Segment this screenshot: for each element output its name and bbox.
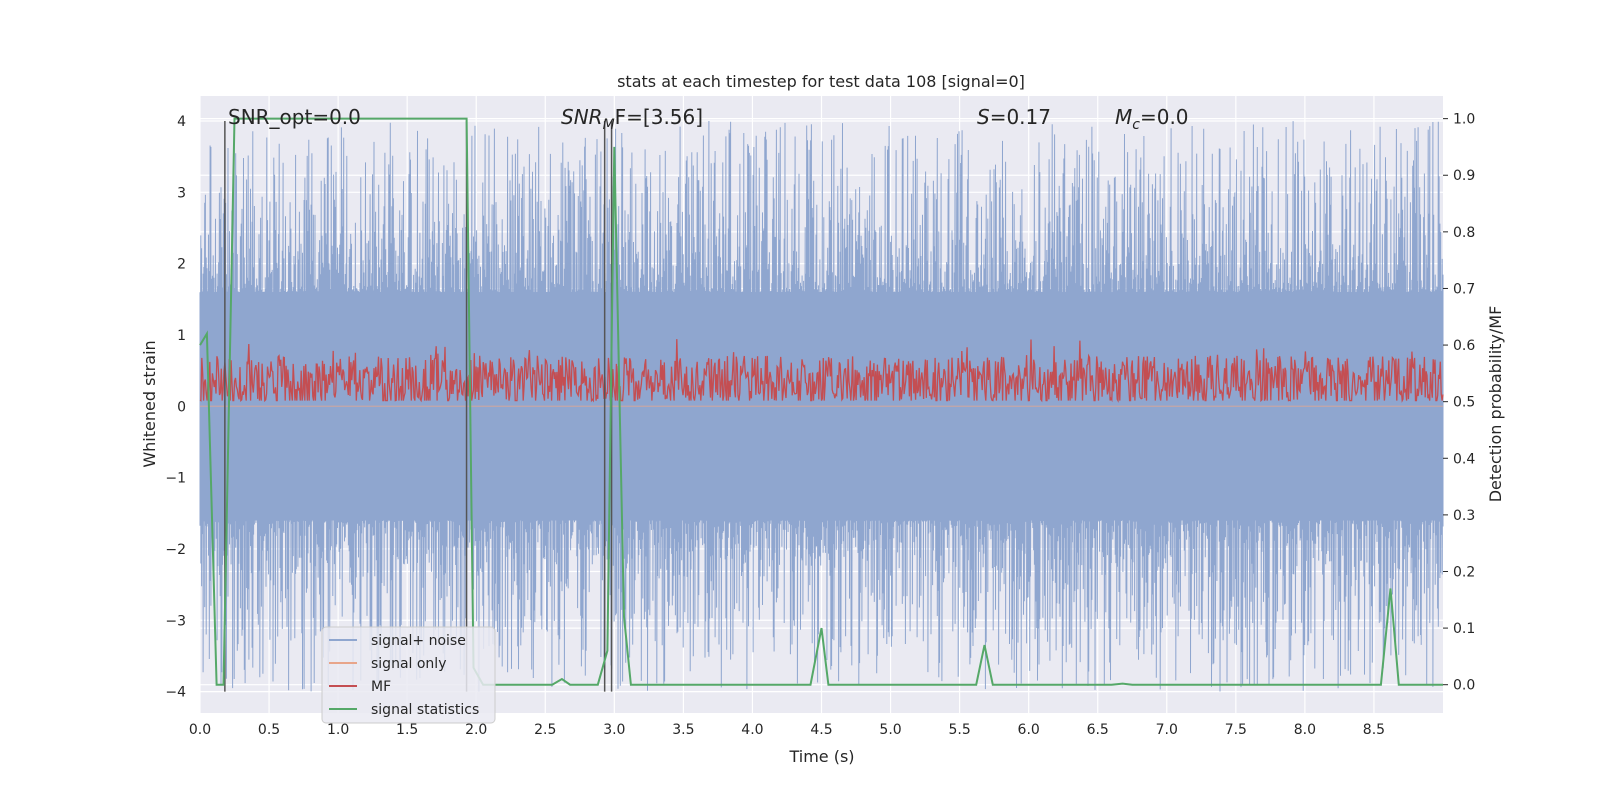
annotation-mc: Mc=0.0 — [1115, 105, 1189, 133]
y-left-tick-label: −1 — [165, 471, 186, 487]
y-right-axis-label: Detection probability/MF — [1486, 306, 1505, 503]
annotation-s: S=0.17 — [977, 105, 1051, 129]
annotation-snr-opt: SNR_opt=0.0 — [228, 105, 361, 129]
y-right-tick-label: 0.2 — [1453, 564, 1475, 580]
y-left-tick-label: −2 — [165, 542, 186, 558]
legend-label-signal-noise: signal+ noise — [371, 633, 466, 649]
x-tick-label: 8.0 — [1294, 722, 1316, 738]
y-right-tick-label: 0.7 — [1453, 281, 1475, 297]
annotation-snr-mf-sub: M — [603, 117, 615, 133]
legend-box — [321, 626, 496, 724]
annotation-mc-value: =0.0 — [1140, 105, 1189, 129]
y-right-tick-label: 0.3 — [1453, 508, 1475, 524]
x-tick-label: 3.0 — [603, 722, 625, 738]
legend-label-signal-only: signal only — [371, 656, 446, 672]
x-axis-label: Time (s) — [788, 747, 854, 766]
y-right-tick-label: 0.4 — [1453, 451, 1475, 467]
x-tick-label: 5.0 — [879, 722, 901, 738]
x-tick-label: 2.5 — [534, 722, 556, 738]
x-tick-label: 7.0 — [1156, 722, 1178, 738]
x-tick-label: 6.0 — [1018, 722, 1040, 738]
x-tick-label: 0.5 — [258, 722, 280, 738]
y-left-axis-label: Whitened strain — [140, 340, 159, 467]
y-right-tick-label: 0.8 — [1453, 225, 1475, 241]
annotation-s-label: S — [977, 105, 990, 129]
x-tick-label: 4.0 — [741, 722, 763, 738]
x-tick-label: 4.5 — [810, 722, 832, 738]
y-left-tick-label: 3 — [177, 185, 186, 201]
signal-noise-series — [199, 120, 1444, 692]
axis-ticks: 0.0 0.5 1.0 1.5 2.0 2.5 3.0 3.5 4.0 4.5 5.0 5.5 6.0 6… — [165, 112, 1475, 738]
x-tick-label: 3.5 — [672, 722, 694, 738]
chart-title: stats at each timestep for test data 108… — [617, 72, 1025, 91]
x-tick-label: 6.5 — [1087, 722, 1109, 738]
annotation-snr-mf-main: SNR — [561, 105, 603, 129]
y-left-tick-label: −3 — [165, 613, 186, 629]
y-left-tick-label: 2 — [177, 257, 186, 273]
x-tick-label: 0.0 — [189, 722, 211, 738]
mf-line — [199, 339, 1444, 403]
annotation-mc-main: M — [1115, 105, 1132, 129]
y-right-tick-label: 0.1 — [1453, 621, 1475, 637]
x-tick-label: 7.5 — [1225, 722, 1247, 738]
x-tick-label: 2.0 — [465, 722, 487, 738]
x-tick-label: 1.5 — [396, 722, 418, 738]
y-left-tick-label: 0 — [177, 399, 186, 415]
signal-noise-line — [199, 120, 1444, 692]
y-right-tick-label: 0.6 — [1453, 338, 1475, 354]
x-tick-label: 1.0 — [327, 722, 349, 738]
mf-series — [199, 339, 1444, 403]
y-right-tick-label: 0.9 — [1453, 168, 1475, 184]
annotation-snr-mf: SNRMF=[3.56] — [561, 105, 703, 133]
annotation-s-value: =0.17 — [990, 105, 1051, 129]
y-left-tick-label: 1 — [177, 328, 186, 344]
annotation-snr-mf-rest: F=[3.56] — [615, 105, 703, 129]
legend-label-signal-statistics: signal statistics — [371, 702, 479, 718]
y-right-tick-label: 1.0 — [1453, 112, 1475, 128]
y-right-tick-label: 0.0 — [1453, 678, 1475, 694]
signal-statistics-line — [199, 117, 1443, 686]
legend-label-mf: MF — [371, 679, 391, 695]
signal-statistics-series — [199, 117, 1443, 686]
y-left-tick-label: −4 — [165, 685, 186, 701]
y-right-tick-label: 0.5 — [1453, 395, 1475, 411]
annotation-mc-sub: c — [1132, 117, 1140, 133]
legend: signal+ noise signal only MF signal stat… — [321, 626, 496, 724]
x-tick-label: 8.5 — [1363, 722, 1385, 738]
y-left-tick-label: 4 — [177, 114, 186, 130]
x-tick-label: 5.5 — [948, 722, 970, 738]
